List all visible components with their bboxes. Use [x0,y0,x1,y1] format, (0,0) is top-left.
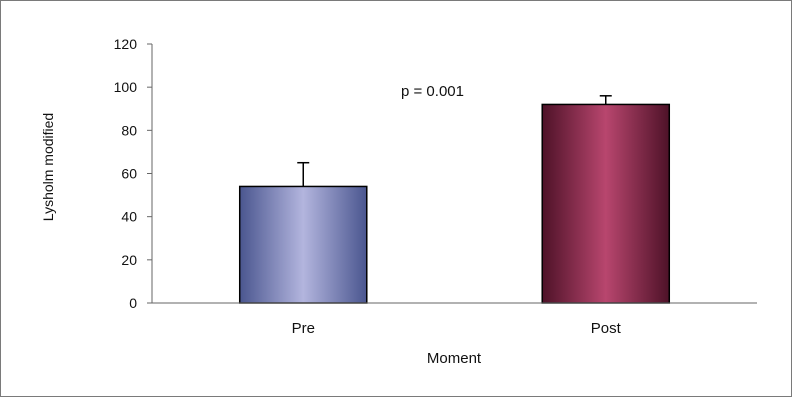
y-tick-label: 60 [121,166,137,182]
x-axis-title: Moment [427,350,482,367]
y-axis-title: Lysholm modified [40,113,56,221]
bar-pre [238,185,368,304]
y-tick-label: 120 [114,36,138,52]
bars-group [238,95,671,304]
p-value-annotation: p = 0.001 [401,83,464,100]
y-tick-label: 0 [129,295,137,311]
x-axis-tick-labels: Pre Post [292,320,622,337]
y-tick-label: 20 [121,252,137,268]
x-tick-label-pre: Pre [292,320,315,337]
y-axis-ticks: 0 20 40 60 80 100 120 [114,36,152,311]
y-tick-label: 40 [121,209,137,225]
y-tick-label: 100 [114,79,138,95]
x-tick-label-post: Post [591,320,622,337]
y-tick-label: 80 [121,122,137,138]
bar-post [541,103,671,304]
